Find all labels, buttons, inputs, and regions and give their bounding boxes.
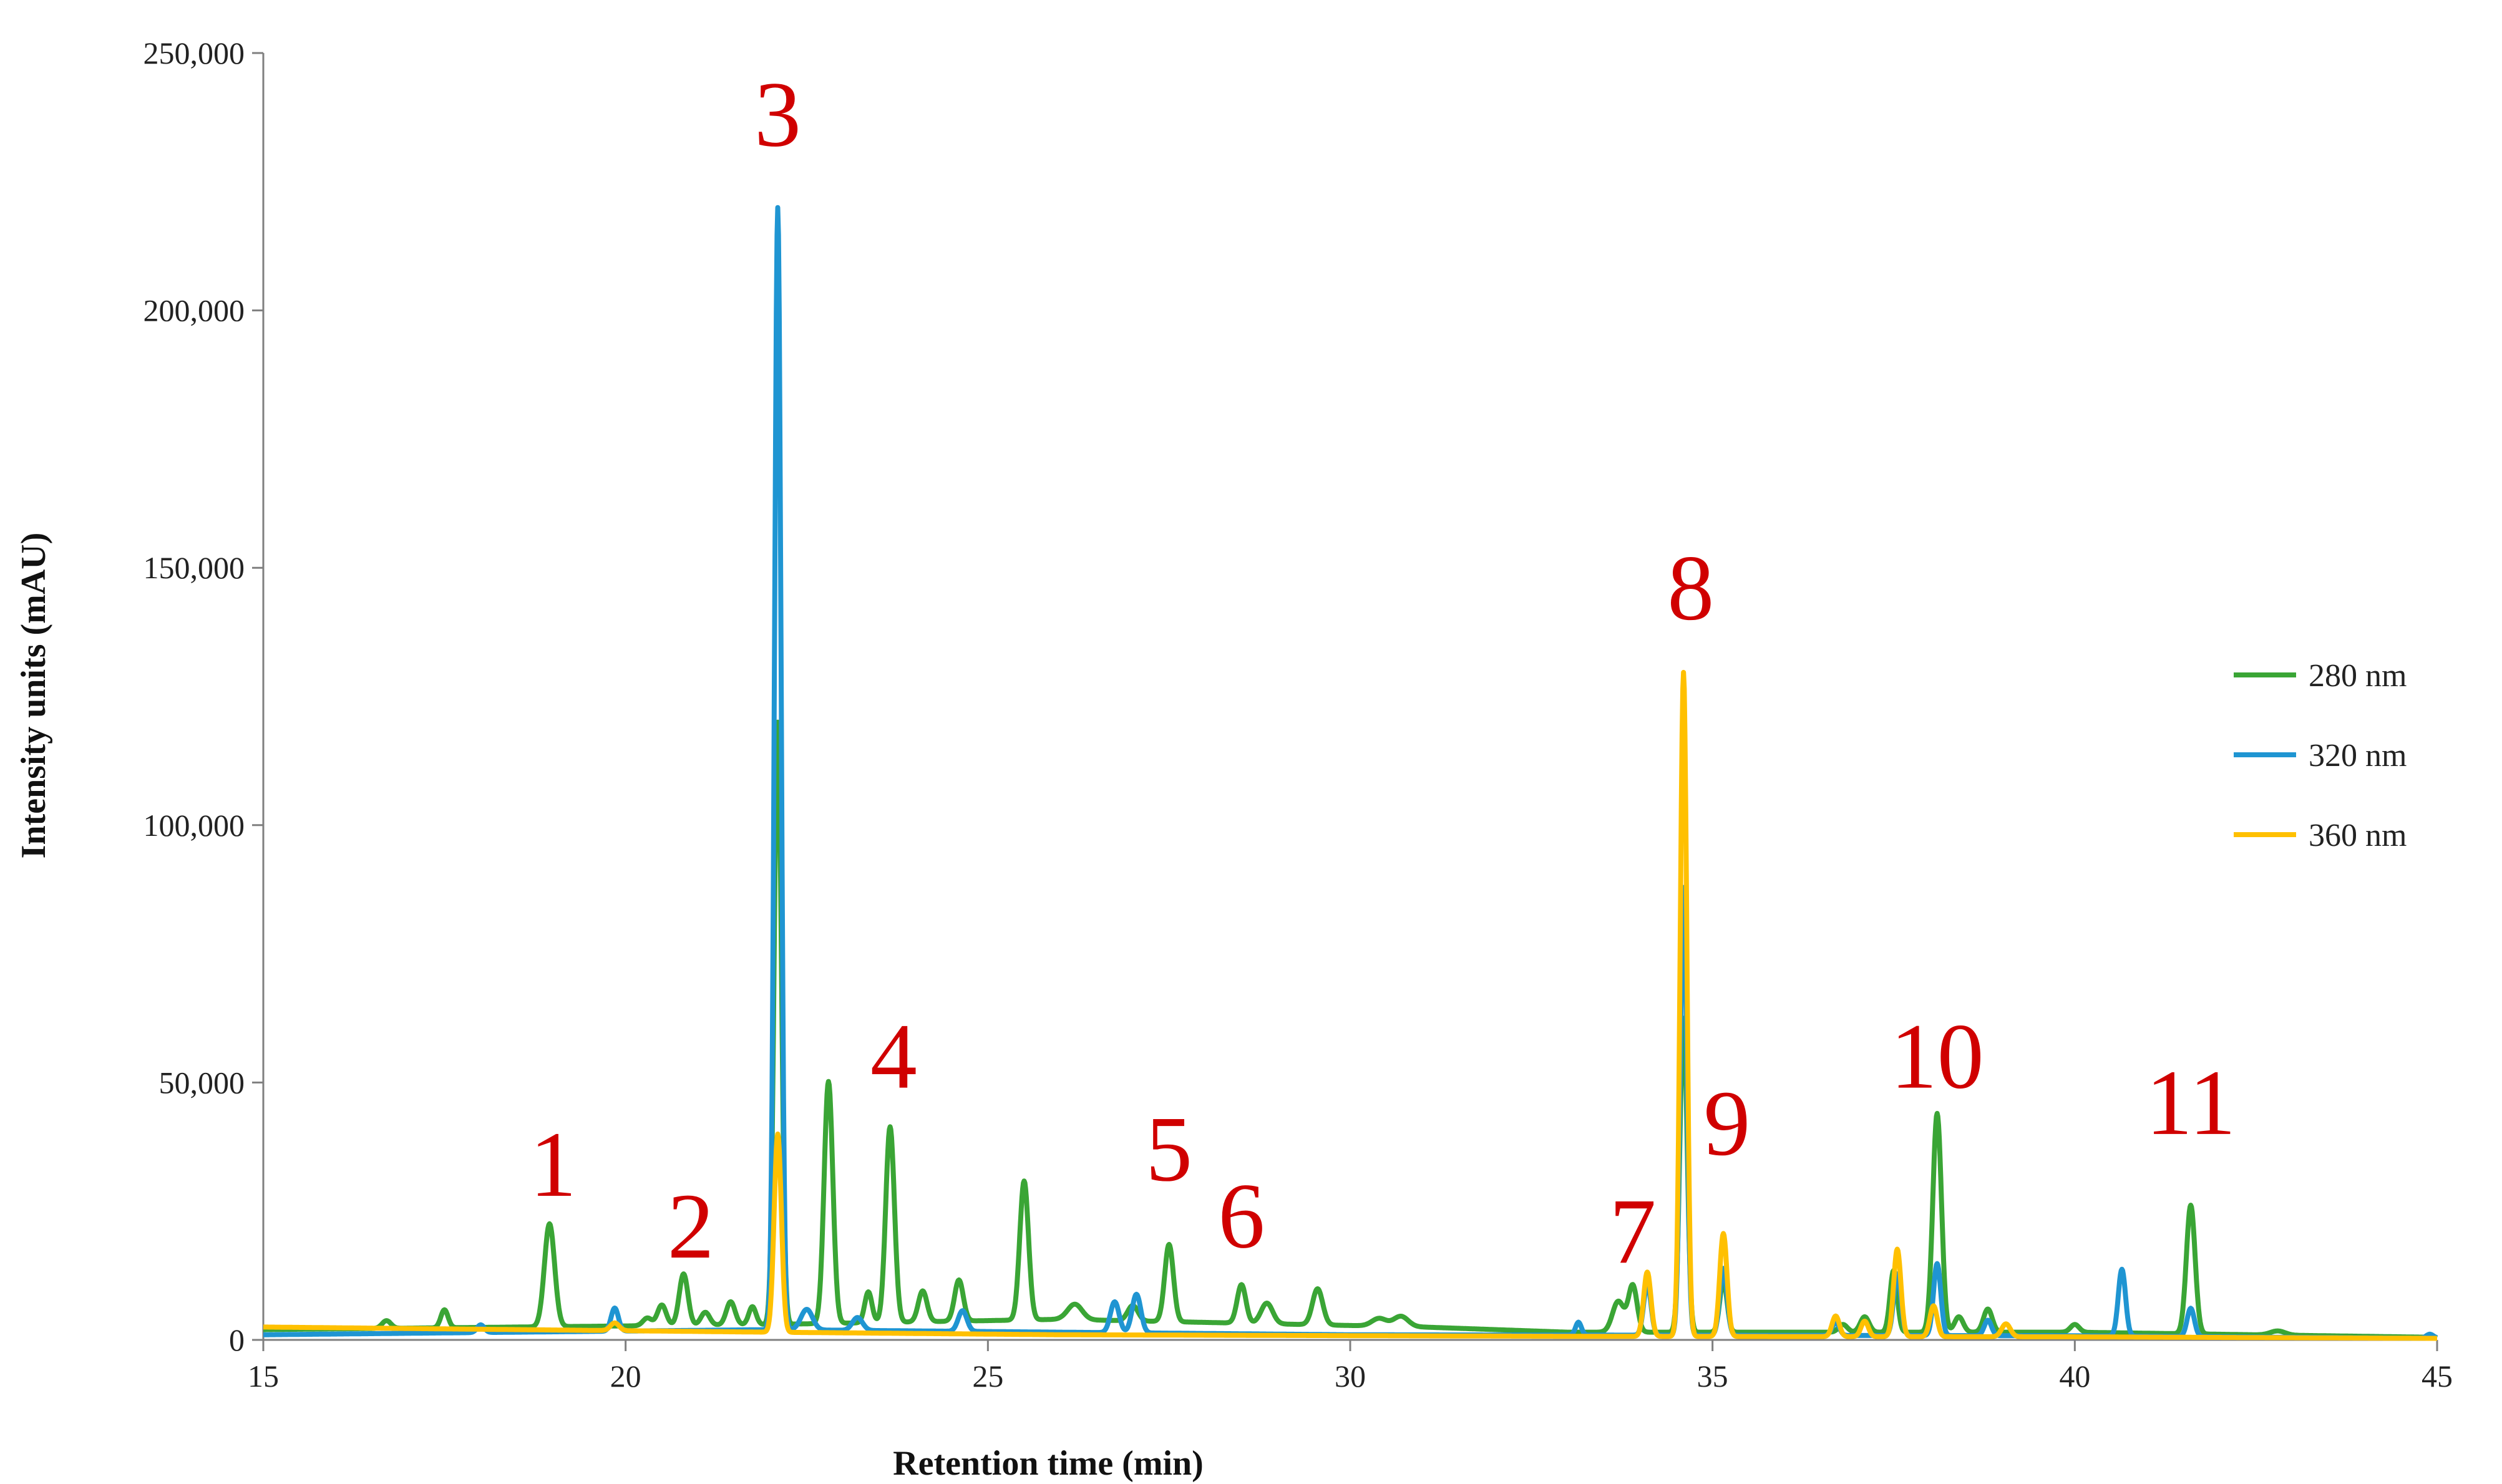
- peak-label: 3: [754, 63, 801, 167]
- plot-lines: [261, 205, 2439, 1341]
- legend-label: 320 nm: [2309, 738, 2407, 774]
- legend-label: 360 nm: [2309, 818, 2407, 853]
- peak-label: 10: [1891, 1005, 1984, 1108]
- x-tick-label: 40: [2059, 1359, 2090, 1394]
- axes: [262, 53, 2437, 1341]
- y-axis-ticks: 0 50,000 100,000 150,000 200,000 250,000: [144, 36, 263, 1357]
- series-line-320-nm: [261, 205, 2439, 1341]
- y-tick-label: 250,000: [144, 36, 245, 70]
- x-tick-label: 30: [1335, 1359, 1366, 1394]
- x-tick-label: 45: [2422, 1359, 2453, 1394]
- peak-label: 7: [1609, 1180, 1656, 1283]
- y-tick-label: 150,000: [144, 550, 245, 585]
- x-tick-label: 25: [972, 1359, 1003, 1394]
- x-tick-label: 20: [610, 1359, 641, 1394]
- peak-label: 5: [1146, 1097, 1192, 1201]
- y-tick-label: 100,000: [144, 808, 245, 843]
- legend: 280 nm 320 nm 360 nm: [2234, 658, 2407, 853]
- peak-label: 4: [870, 1005, 917, 1108]
- y-tick-label: 0: [229, 1322, 245, 1357]
- peak-label: 2: [668, 1175, 714, 1278]
- x-tick-label: 15: [248, 1359, 279, 1394]
- x-axis-ticks: 15 20 25 30 35 40 45: [248, 1340, 2453, 1394]
- y-tick-label: 50,000: [159, 1065, 245, 1100]
- peak-label: 8: [1667, 536, 1714, 640]
- x-tick-label: 35: [1697, 1359, 1728, 1394]
- y-tick-label: 200,000: [144, 293, 245, 328]
- legend-label: 280 nm: [2309, 658, 2407, 694]
- peak-label: 9: [1703, 1072, 1750, 1175]
- peak-label: 6: [1218, 1164, 1265, 1268]
- x-axis-title: Retention time (min): [893, 1444, 1204, 1483]
- peak-label: 11: [2146, 1051, 2236, 1155]
- peak-label: 1: [530, 1113, 577, 1216]
- series-line-360-nm: [261, 669, 2439, 1341]
- y-axis-title: Intensity units (mAU): [14, 533, 53, 859]
- series-line-280-nm: [261, 719, 2439, 1340]
